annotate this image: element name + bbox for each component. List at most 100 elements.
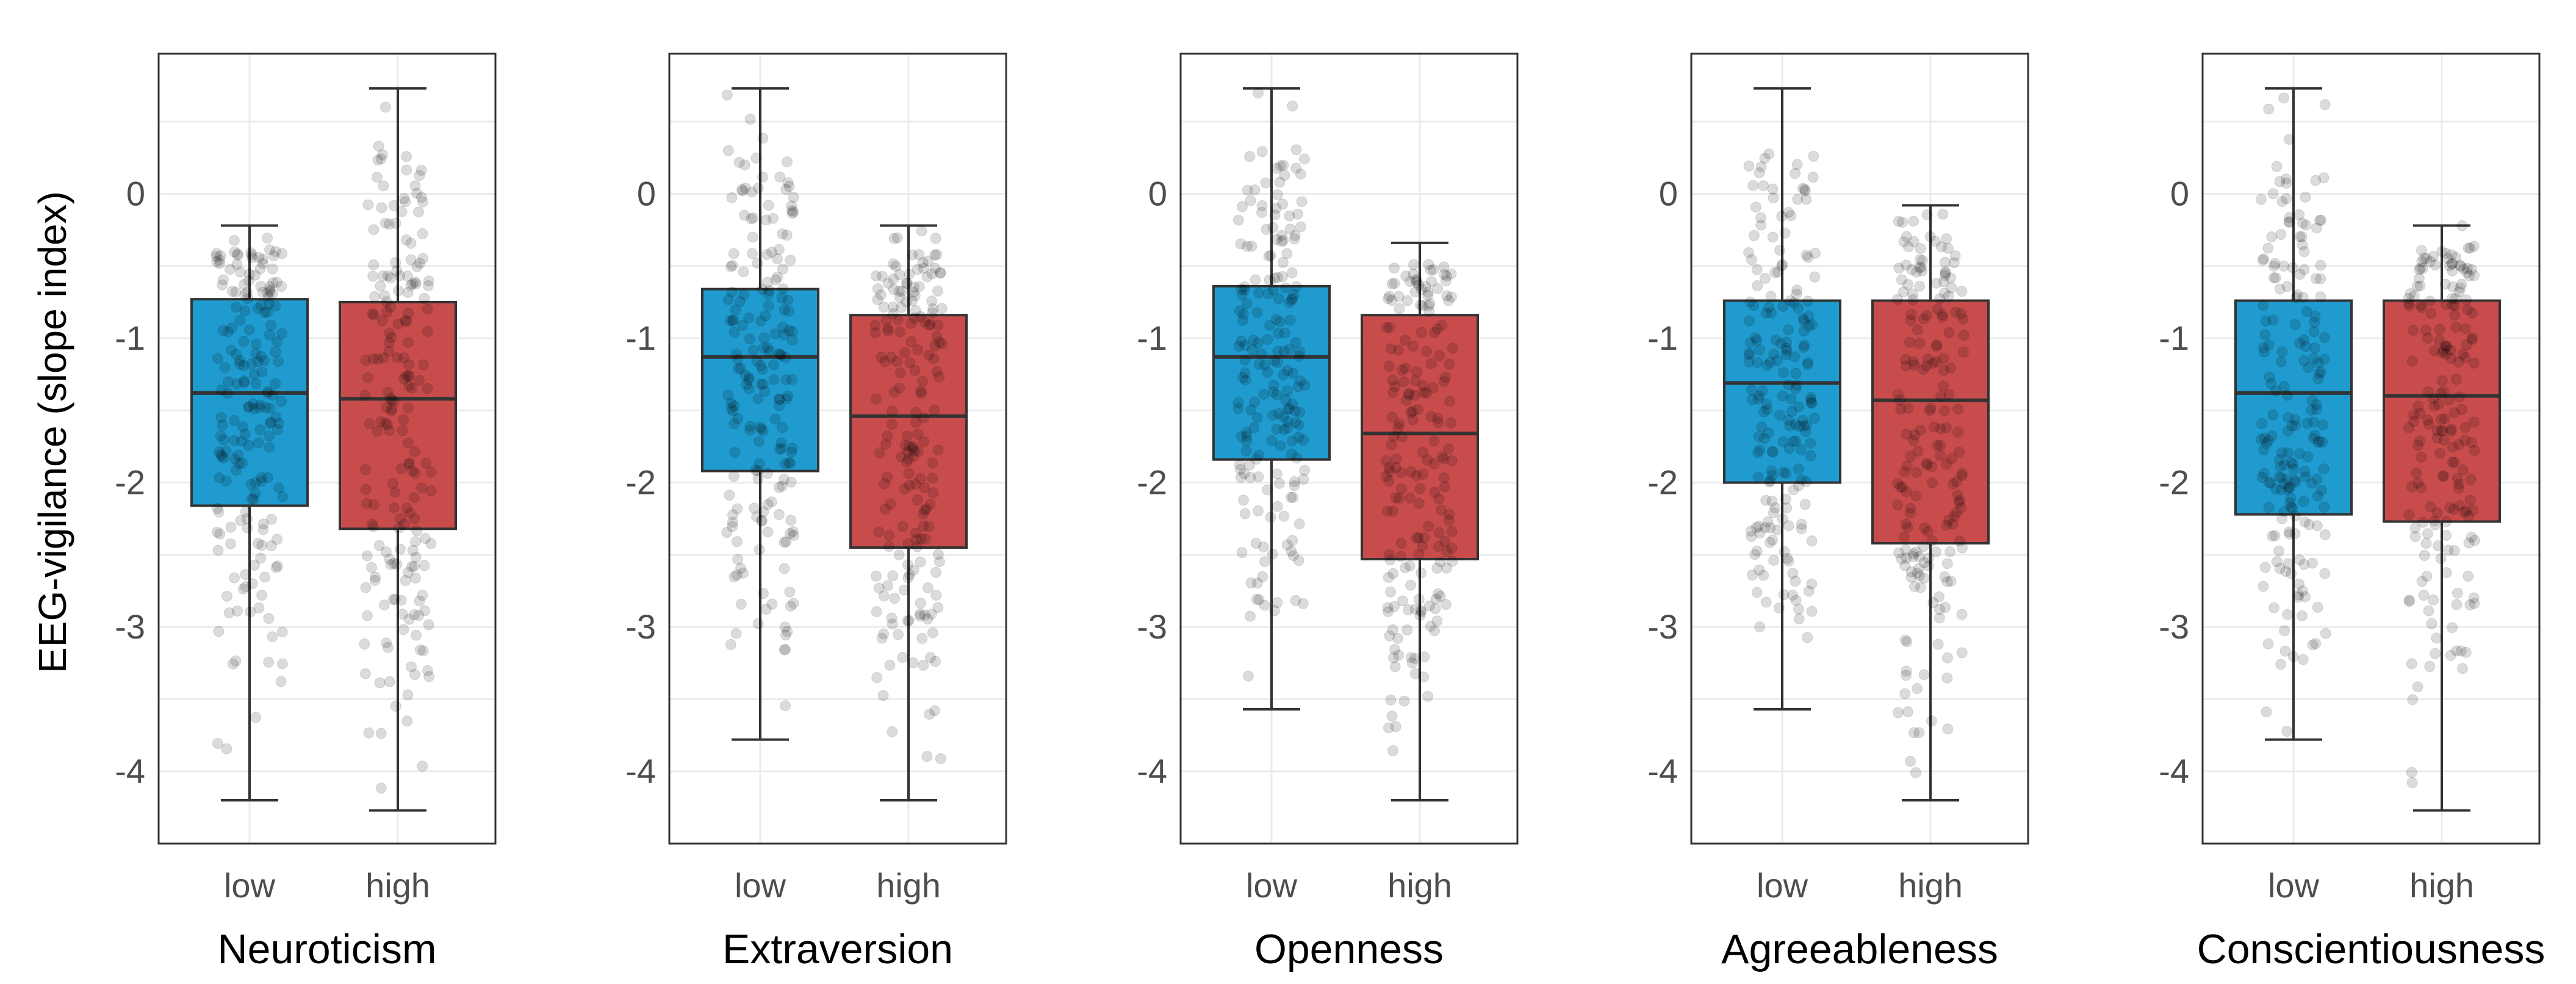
data-point [214, 446, 225, 458]
data-point [898, 584, 910, 596]
y-tick-label: -4 [1137, 752, 1167, 790]
data-point [2437, 471, 2448, 482]
data-point [1783, 555, 1794, 567]
data-point [1915, 424, 1926, 436]
data-point [236, 435, 248, 447]
data-point [2314, 435, 2325, 447]
data-point [1896, 553, 1907, 565]
data-point [2283, 558, 2294, 570]
data-point [254, 402, 265, 414]
data-point [1431, 324, 1443, 335]
data-point [1430, 603, 1441, 615]
data-point [2269, 530, 2281, 541]
data-point [1270, 203, 1282, 214]
data-point [1943, 291, 1954, 302]
data-point [2424, 295, 2436, 307]
data-point [1939, 270, 1951, 281]
box-high [1871, 204, 1990, 802]
data-point [1277, 234, 1289, 246]
data-point [265, 540, 277, 552]
data-point [1422, 454, 1433, 466]
data-point [1278, 159, 1289, 171]
data-point [1387, 745, 1399, 756]
data-point [367, 308, 378, 320]
data-point [400, 371, 412, 382]
data-point [2286, 420, 2298, 432]
data-point [359, 638, 370, 649]
data-point [407, 544, 419, 556]
data-point [2309, 342, 2321, 354]
data-point [1281, 248, 1293, 259]
data-point [1390, 721, 1401, 733]
data-point [1791, 284, 1803, 296]
data-point [2461, 262, 2473, 274]
data-point [398, 352, 410, 364]
data-point [2280, 173, 2292, 185]
data-point [2263, 339, 2275, 351]
data-point [419, 560, 430, 571]
panel-border [2201, 52, 2541, 845]
data-point [887, 308, 899, 320]
data-point [2275, 472, 2287, 483]
data-point [1234, 459, 1245, 471]
data-point [1433, 417, 1444, 429]
y-axis-label: EEG-vigilance (slope index) [31, 191, 74, 673]
data-point [1790, 419, 1801, 430]
data-point [2299, 466, 2311, 477]
data-point [1923, 560, 1934, 572]
data-point [1793, 613, 1805, 624]
data-point [264, 298, 275, 310]
data-point [379, 290, 390, 302]
data-point [371, 172, 383, 183]
data-point [1938, 353, 1949, 364]
data-point [2435, 553, 2447, 565]
data-point [915, 598, 926, 609]
data-point [2416, 482, 2427, 494]
data-point [924, 709, 935, 720]
data-point [1915, 582, 1926, 593]
data-point [1250, 274, 1261, 286]
data-point [410, 536, 422, 548]
data-point [1808, 150, 1819, 162]
data-point [2428, 400, 2440, 412]
data-point [2440, 342, 2452, 353]
data-point [2292, 591, 2304, 603]
data-point [1912, 567, 1923, 579]
data-point [396, 206, 408, 217]
data-point [780, 629, 791, 641]
data-point [2419, 549, 2430, 561]
data-point [2421, 570, 2433, 582]
data-point [1419, 532, 1430, 543]
data-point [1443, 295, 1455, 306]
data-point [375, 280, 386, 292]
data-point [882, 325, 894, 337]
data-point [1913, 551, 1925, 562]
data-point [1290, 595, 1301, 606]
data-point [362, 372, 373, 384]
data-point [398, 624, 409, 635]
data-point [2425, 501, 2436, 513]
data-point [1239, 354, 1251, 366]
data-point [1271, 424, 1283, 435]
data-point [780, 184, 792, 195]
data-point [2444, 502, 2456, 513]
data-point [1400, 270, 1412, 282]
data-point [1407, 405, 1419, 417]
data-point [220, 446, 232, 457]
data-point [2276, 196, 2288, 208]
data-point [232, 250, 243, 261]
data-point [761, 248, 773, 260]
data-point [2294, 269, 2306, 280]
data-point [361, 610, 373, 621]
data-point [393, 285, 405, 297]
data-point [2278, 506, 2290, 518]
data-point [397, 609, 408, 620]
data-point [1236, 431, 1247, 443]
data-point [1913, 261, 1925, 273]
data-point [239, 289, 251, 301]
data-point [1266, 435, 1278, 446]
data-point [1408, 341, 1419, 352]
data-point [1758, 570, 1769, 581]
data-point [1915, 262, 1927, 273]
